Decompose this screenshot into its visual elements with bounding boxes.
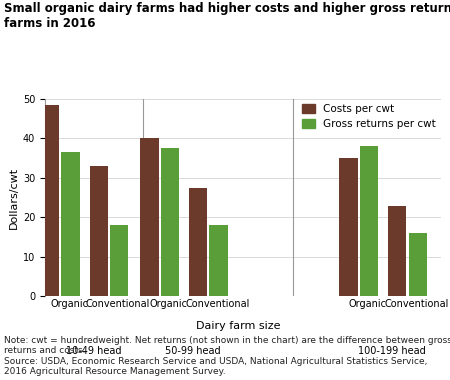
Bar: [409, 233, 427, 296]
Bar: [161, 148, 179, 296]
Bar: [140, 138, 159, 296]
Text: Dairy farm size: Dairy farm size: [196, 321, 281, 331]
Text: 50-99 head: 50-99 head: [166, 346, 221, 356]
Bar: [388, 206, 406, 296]
Y-axis label: Dollars/cwt: Dollars/cwt: [9, 166, 19, 229]
Bar: [210, 225, 228, 296]
Bar: [360, 146, 378, 296]
Bar: [90, 166, 108, 296]
Bar: [41, 105, 59, 296]
Bar: [189, 188, 207, 296]
Text: Small organic dairy farms had higher costs and higher gross returns than convent: Small organic dairy farms had higher cos…: [4, 2, 450, 30]
Bar: [110, 225, 128, 296]
Text: Note: cwt = hundredweight. Net returns (not shown in the chart) are the differen: Note: cwt = hundredweight. Net returns (…: [4, 336, 450, 376]
Bar: [339, 158, 358, 296]
Text: 100-199 head: 100-199 head: [358, 346, 426, 356]
Bar: [61, 152, 80, 296]
Text: 10-49 head: 10-49 head: [66, 346, 122, 356]
Legend: Costs per cwt, Gross returns per cwt: Costs per cwt, Gross returns per cwt: [302, 104, 436, 129]
